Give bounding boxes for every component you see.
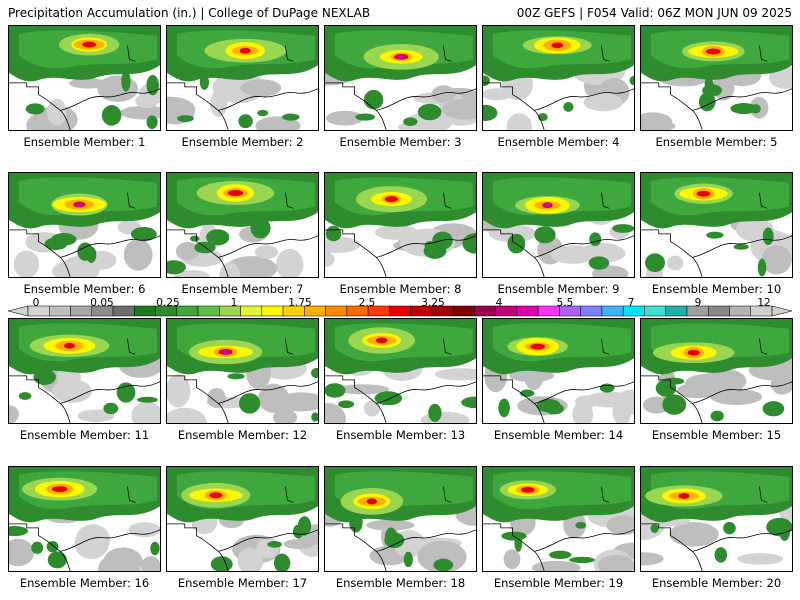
ensemble-panel: [166, 318, 319, 424]
colorbar: [7, 305, 793, 317]
ensemble-panel: [482, 466, 635, 572]
colorbar-swatch: [70, 305, 93, 317]
ensemble-member-label: Ensemble Member: 5: [655, 135, 778, 149]
colorbar-swatch: [707, 305, 730, 317]
ensemble-panel: [640, 172, 793, 278]
colorbar-swatch: [240, 305, 263, 317]
precip-map: [483, 173, 634, 277]
colorbar-swatch: [325, 305, 348, 317]
colorbar-swatch: [134, 305, 156, 317]
ensemble-member-label: Ensemble Member: 4: [497, 135, 620, 149]
ensemble-member-label: Ensemble Member: 12: [177, 428, 308, 442]
precip-map: [167, 319, 318, 423]
header-valid-time: 00Z GEFS | F054 Valid: 06Z MON JUN 09 20…: [516, 6, 792, 20]
precip-map: [9, 319, 160, 423]
ensemble-panel: [482, 318, 635, 424]
colorbar-min-arrow: [7, 305, 29, 317]
ensemble-member-label: Ensemble Member: 9: [497, 282, 620, 296]
colorbar-swatch: [601, 305, 624, 317]
ensemble-member-label: Ensemble Member: 15: [651, 428, 782, 442]
ensemble-member-label: Ensemble Member: 19: [493, 576, 624, 590]
ensemble-member-label: Ensemble Member: 17: [177, 576, 308, 590]
ensemble-panel: [640, 25, 793, 131]
header-title: Precipitation Accumulation (in.) | Colle…: [8, 6, 371, 20]
precip-map: [325, 467, 476, 571]
ensemble-member-label: Ensemble Member: 14: [493, 428, 624, 442]
colorbar-swatch: [389, 305, 411, 317]
ensemble-panel: [640, 466, 793, 572]
precip-map: [641, 319, 792, 423]
ensemble-panel: [166, 25, 319, 131]
colorbar-swatch: [474, 305, 496, 317]
colorbar-tick-label: 7: [627, 297, 635, 309]
ensemble-member-label: Ensemble Member: 7: [181, 282, 304, 296]
colorbar-swatch: [729, 305, 751, 317]
ensemble-member-label: Ensemble Member: 6: [23, 282, 146, 296]
colorbar-swatch: [580, 305, 603, 317]
colorbar-swatch: [452, 305, 475, 317]
colorbar-tick-label: 4: [495, 297, 503, 309]
colorbar-tick-label: 3.25: [421, 297, 445, 309]
colorbar-tick-label: 5.5: [556, 297, 574, 309]
ensemble-member-label: Ensemble Member: 3: [339, 135, 462, 149]
ensemble-member-label: Ensemble Member: 1: [23, 135, 146, 149]
ensemble-panel: [482, 172, 635, 278]
precip-map: [641, 26, 792, 130]
ensemble-panel: [640, 318, 793, 424]
colorbar-swatch: [261, 305, 284, 317]
colorbar-max-arrow: [771, 305, 793, 317]
ensemble-member-label: Ensemble Member: 13: [335, 428, 466, 442]
precip-map: [167, 173, 318, 277]
ensemble-member-label: Ensemble Member: 2: [181, 135, 304, 149]
precip-map: [325, 173, 476, 277]
colorbar-swatch: [112, 305, 135, 317]
precip-map: [483, 319, 634, 423]
colorbar-tick-label: 0.25: [156, 297, 180, 309]
colorbar-tick-label: 0.05: [90, 297, 114, 309]
ensemble-panel: [324, 318, 477, 424]
ensemble-panel: [166, 466, 319, 572]
ensemble-panel: [8, 318, 161, 424]
ensemble-panel: [8, 25, 161, 131]
colorbar-swatch: [644, 305, 666, 317]
precip-map: [641, 467, 792, 571]
ensemble-panel: [324, 172, 477, 278]
precip-map: [9, 26, 160, 130]
colorbar-tick-label: 2.5: [358, 297, 376, 309]
precip-map: [167, 26, 318, 130]
colorbar-swatch: [665, 305, 688, 317]
precip-map: [483, 467, 634, 571]
colorbar-tick-label: 9: [694, 297, 702, 309]
precip-map: [9, 173, 160, 277]
precip-map: [167, 467, 318, 571]
precip-map: [325, 319, 476, 423]
colorbar-tick-label: 12: [757, 297, 771, 309]
colorbar-tick-label: 1.75: [288, 297, 312, 309]
colorbar-swatch: [516, 305, 539, 317]
ensemble-panel: [482, 25, 635, 131]
ensemble-panel: [8, 172, 161, 278]
ensemble-member-label: Ensemble Member: 18: [335, 576, 466, 590]
precip-map: [9, 467, 160, 571]
ensemble-panel: [324, 466, 477, 572]
ensemble-member-label: Ensemble Member: 10: [651, 282, 782, 296]
colorbar-swatch: [176, 305, 199, 317]
precip-map: [325, 26, 476, 130]
ensemble-member-label: Ensemble Member: 8: [339, 282, 462, 296]
colorbar-swatch: [197, 305, 220, 317]
ensemble-panel: [324, 25, 477, 131]
ensemble-member-label: Ensemble Member: 20: [651, 576, 782, 590]
ensemble-member-label: Ensemble Member: 11: [19, 428, 150, 442]
colorbar-tick-label: 0: [32, 297, 40, 309]
precip-map: [483, 26, 634, 130]
ensemble-member-label: Ensemble Member: 16: [19, 576, 150, 590]
ensemble-panel: [166, 172, 319, 278]
ensemble-panel: [8, 466, 161, 572]
colorbar-tick-label: 1: [230, 297, 238, 309]
colorbar-swatch: [49, 305, 71, 317]
precip-map: [641, 173, 792, 277]
